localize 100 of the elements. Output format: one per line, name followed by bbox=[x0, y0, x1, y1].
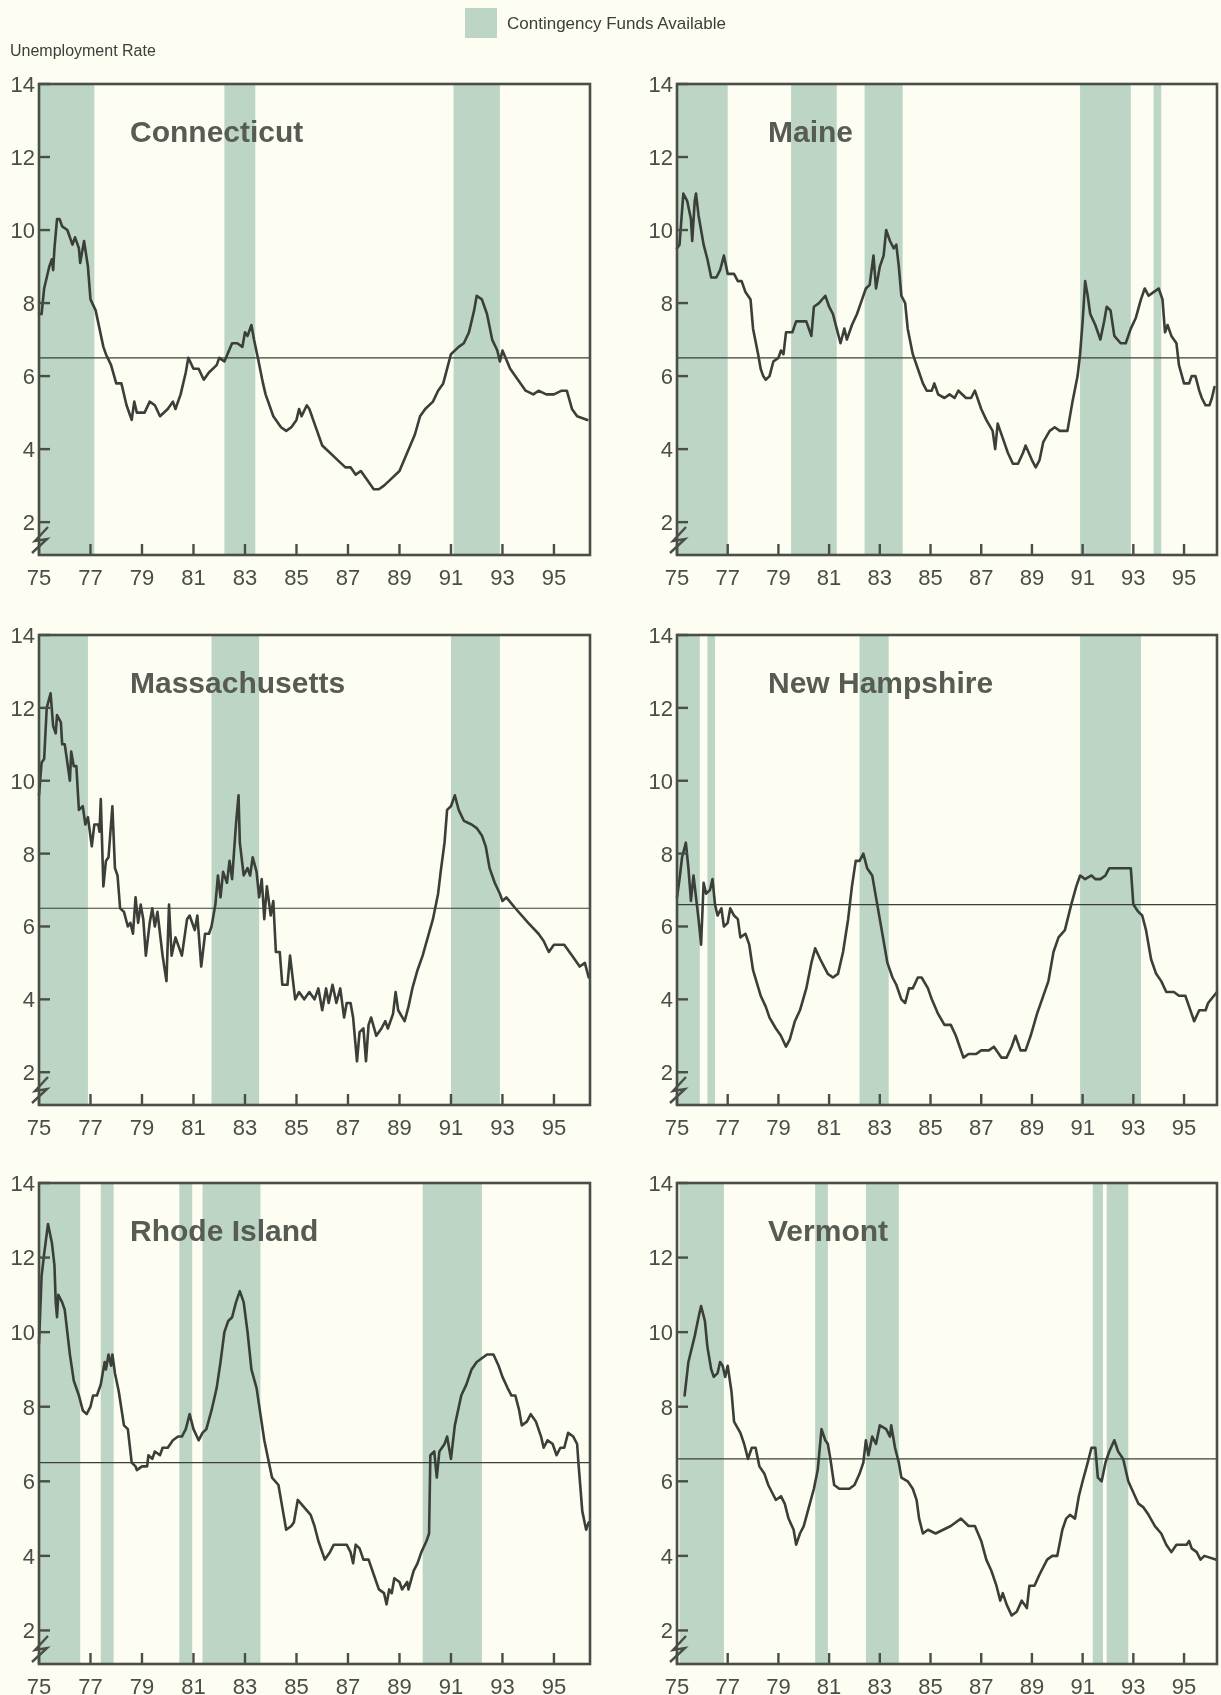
y-tick-label: 14 bbox=[648, 622, 673, 648]
x-tick-label: 91 bbox=[438, 565, 464, 590]
x-tick-label: 75 bbox=[26, 1115, 52, 1140]
x-tick-label: 95 bbox=[1171, 1115, 1197, 1140]
x-tick-label: 89 bbox=[1019, 565, 1045, 590]
line-series bbox=[675, 841, 1219, 1059]
y-tick-label: 6 bbox=[660, 914, 673, 940]
x-tick-label: 77 bbox=[78, 565, 103, 590]
x-tick-label: 75 bbox=[664, 1674, 690, 1695]
x-tick-label: 85 bbox=[918, 1674, 943, 1695]
x-tick-label: 85 bbox=[918, 1115, 943, 1140]
x-tick-label: 79 bbox=[766, 1674, 791, 1695]
x-tick-label: 87 bbox=[335, 565, 361, 590]
y-tick-label: 4 bbox=[22, 1543, 35, 1569]
y-tick-label: 6 bbox=[22, 364, 35, 390]
y-tick-label: 10 bbox=[648, 1320, 673, 1346]
y-tick-label: 6 bbox=[22, 1469, 35, 1495]
x-tick-label: 85 bbox=[284, 565, 309, 590]
y-tick-label: 10 bbox=[648, 768, 673, 794]
y-tick-label: 8 bbox=[22, 290, 35, 316]
y-tick-label: 12 bbox=[648, 1245, 673, 1271]
x-tick-label: 89 bbox=[1019, 1674, 1045, 1695]
x-tick-label: 95 bbox=[541, 565, 567, 590]
x-tick-label: 93 bbox=[1121, 565, 1146, 590]
y-tick-label: 14 bbox=[648, 1170, 673, 1196]
x-tick-label: 83 bbox=[232, 565, 258, 590]
y-tick-label: 10 bbox=[648, 217, 673, 243]
x-tick-label: 85 bbox=[284, 1674, 309, 1695]
y-tick-label: 4 bbox=[22, 987, 35, 1013]
x-tick-label: 95 bbox=[1171, 1674, 1197, 1695]
y-tick-label: 14 bbox=[648, 71, 673, 97]
x-tick-label: 79 bbox=[766, 1115, 791, 1140]
x-tick-label: 81 bbox=[816, 565, 842, 590]
text: Vermont bbox=[768, 1214, 889, 1247]
y-tick-label: 4 bbox=[660, 987, 673, 1013]
x-tick-label: 81 bbox=[181, 1674, 206, 1695]
line-series bbox=[37, 692, 591, 1063]
x-tick-label: 79 bbox=[129, 1674, 155, 1695]
x-tick-label: 83 bbox=[867, 1674, 893, 1695]
x-tick-label: 77 bbox=[78, 1674, 103, 1695]
y-tick-label: 12 bbox=[648, 144, 673, 170]
x-tick-label: 93 bbox=[490, 1674, 515, 1695]
x-tick-label: 77 bbox=[715, 1674, 740, 1695]
x-tick-label: 79 bbox=[129, 565, 155, 590]
x-tick-label: 85 bbox=[284, 1115, 309, 1140]
x-tick-label: 83 bbox=[232, 1674, 258, 1695]
x-tick-label: 87 bbox=[968, 565, 994, 590]
y-tick-label: 10 bbox=[10, 768, 35, 794]
x-tick-label: 95 bbox=[541, 1115, 567, 1140]
y-tick-label: 14 bbox=[10, 1170, 35, 1196]
line-series bbox=[675, 192, 1216, 469]
x-tick-label: 93 bbox=[1121, 1115, 1146, 1140]
x-tick-label: 75 bbox=[664, 1115, 690, 1140]
x-tick-label: 85 bbox=[918, 565, 943, 590]
y-tick-label: 2 bbox=[660, 1060, 673, 1086]
x-tick-label: 83 bbox=[867, 565, 893, 590]
x-tick-label: 83 bbox=[232, 1115, 258, 1140]
x-tick-label: 87 bbox=[968, 1674, 994, 1695]
x-tick-label: 91 bbox=[1070, 1115, 1095, 1140]
legend-label: Contingency Funds Available bbox=[507, 14, 726, 33]
x-tick-label: 95 bbox=[541, 1674, 567, 1695]
y-tick-label: 8 bbox=[22, 841, 35, 867]
y-tick-label: 6 bbox=[22, 914, 35, 940]
line-series bbox=[37, 217, 589, 491]
x-tick-label: 91 bbox=[438, 1115, 464, 1140]
x-tick-label: 89 bbox=[387, 1674, 412, 1695]
x-tick-label: 75 bbox=[664, 565, 690, 590]
x-tick-label: 93 bbox=[490, 1115, 515, 1140]
x-tick-label: 95 bbox=[1171, 565, 1197, 590]
x-tick-label: 75 bbox=[26, 1674, 52, 1695]
x-tick-label: 77 bbox=[78, 1115, 103, 1140]
y-tick-label: 8 bbox=[22, 1394, 35, 1420]
y-tick-label: 2 bbox=[22, 510, 35, 536]
y-tick-label: 2 bbox=[660, 1618, 673, 1644]
x-tick-label: 81 bbox=[816, 1115, 842, 1140]
x-tick-label: 81 bbox=[181, 565, 206, 590]
x-tick-label: 89 bbox=[387, 1115, 412, 1140]
x-tick-label: 91 bbox=[1070, 1674, 1095, 1695]
text: Rhode Island bbox=[130, 1214, 319, 1247]
y-tick-label: 4 bbox=[660, 1543, 673, 1569]
y-tick-label: 8 bbox=[660, 290, 673, 316]
y-tick-label: 2 bbox=[22, 1060, 35, 1086]
y-tick-label: 6 bbox=[660, 364, 673, 390]
y-tick-label: 12 bbox=[10, 144, 35, 170]
x-tick-label: 87 bbox=[968, 1115, 994, 1140]
y-tick-label: 14 bbox=[10, 71, 35, 97]
y-tick-label: 10 bbox=[10, 217, 35, 243]
x-tick-label: 93 bbox=[490, 565, 515, 590]
y-tick-label: 12 bbox=[10, 1245, 35, 1271]
x-tick-label: 93 bbox=[1121, 1674, 1146, 1695]
y-tick-label: 4 bbox=[660, 437, 673, 463]
x-tick-label: 79 bbox=[766, 565, 791, 590]
x-tick-label: 87 bbox=[335, 1674, 361, 1695]
y-tick-label: 8 bbox=[660, 1394, 673, 1420]
x-tick-label: 87 bbox=[335, 1115, 361, 1140]
y-tick-label: 14 bbox=[10, 622, 35, 648]
x-tick-label: 77 bbox=[715, 565, 740, 590]
y-tick-label: 6 bbox=[660, 1469, 673, 1495]
x-tick-label: 91 bbox=[438, 1674, 464, 1695]
y-axis-title: Unemployment Rate bbox=[10, 42, 156, 59]
